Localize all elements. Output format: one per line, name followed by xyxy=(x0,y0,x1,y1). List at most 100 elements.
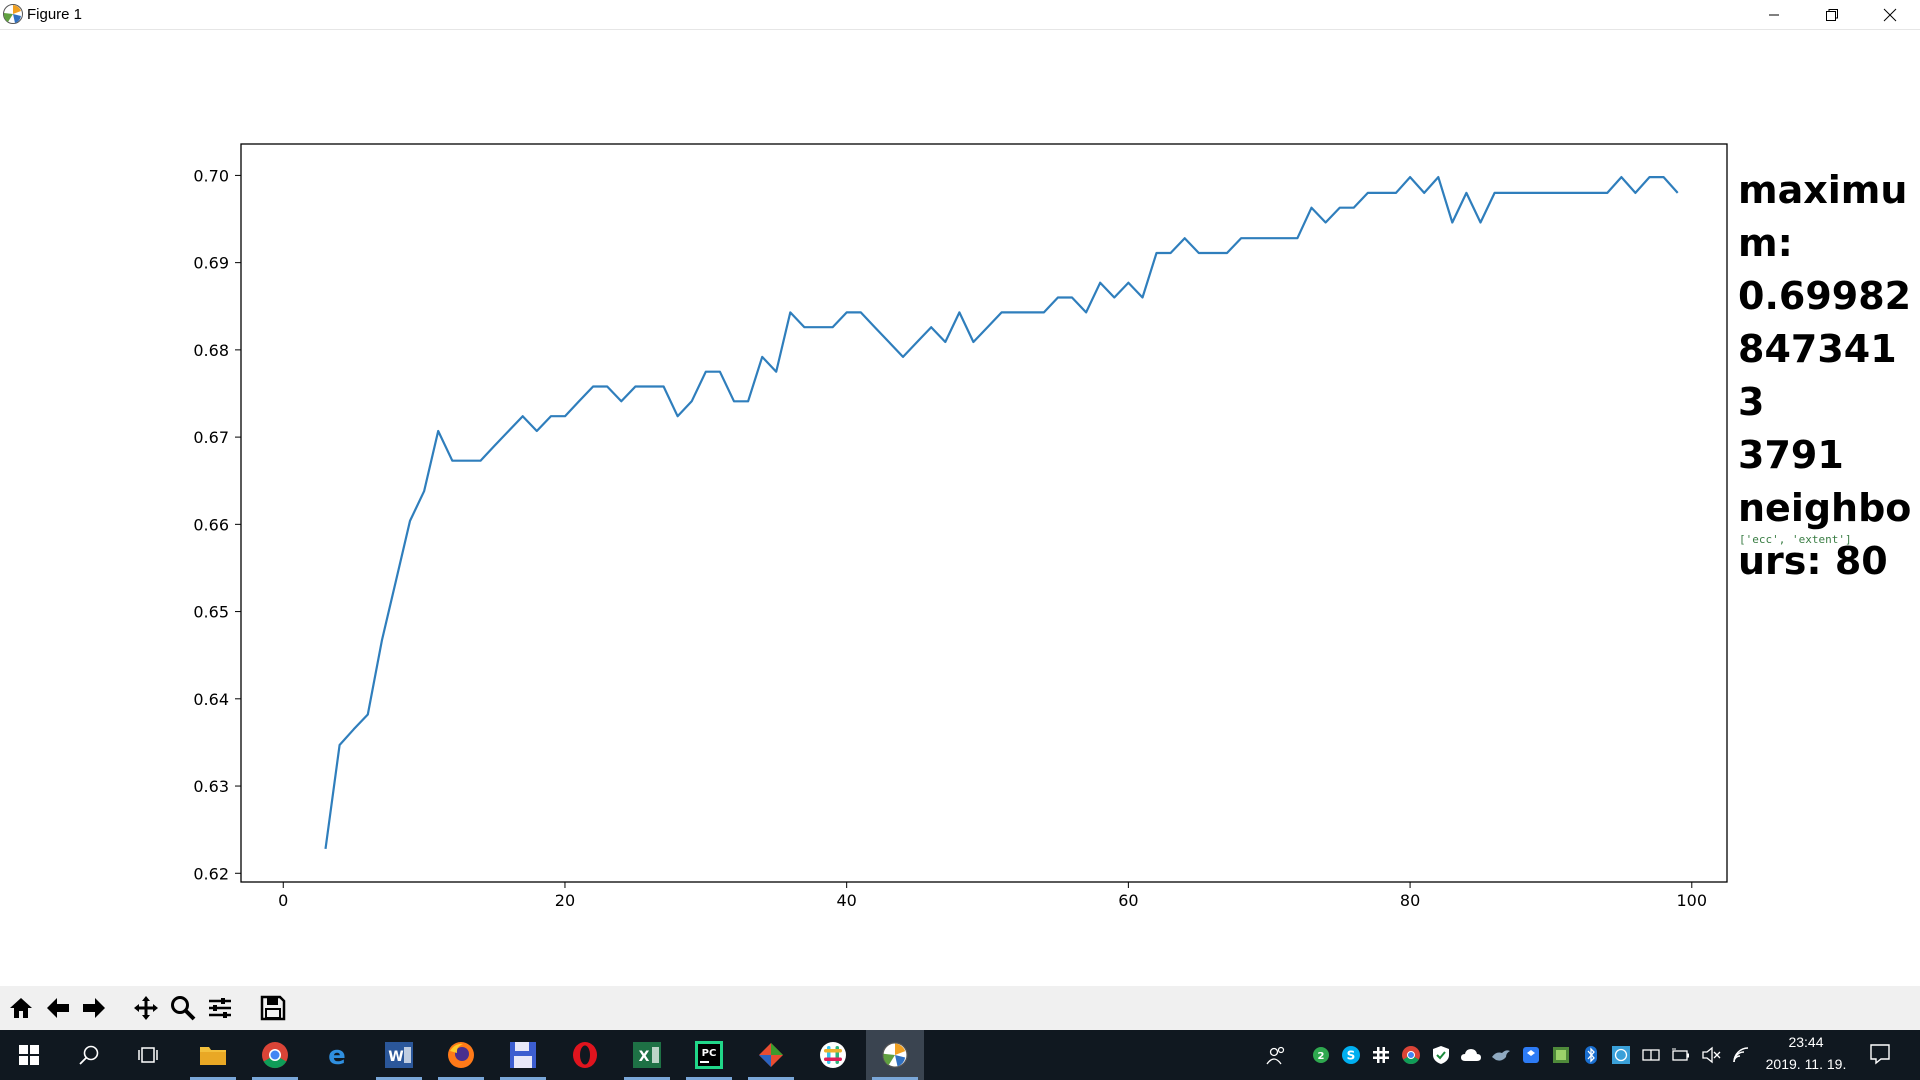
annotation-line: urs: 80 xyxy=(1738,539,1888,583)
tray-volume[interactable] xyxy=(1699,1043,1723,1067)
word-icon: W xyxy=(385,1042,413,1068)
search-icon xyxy=(79,1045,99,1065)
restore-button[interactable] xyxy=(1803,0,1861,29)
notification-icon xyxy=(1870,1044,1890,1065)
forward-icon xyxy=(83,998,105,1018)
tray-chrome[interactable] xyxy=(1399,1043,1423,1067)
taskbar-app-edge[interactable]: e xyxy=(308,1030,366,1080)
taskbar-app-pycharm[interactable]: PC xyxy=(680,1030,738,1080)
save-figure-button[interactable] xyxy=(256,991,290,1025)
task-view-button[interactable] xyxy=(120,1030,178,1080)
tray-bluetooth[interactable] xyxy=(1579,1043,1603,1067)
tray-badge[interactable]: 2 xyxy=(1309,1043,1333,1067)
git-icon xyxy=(759,1043,783,1067)
taskbar-app-excel[interactable]: X xyxy=(618,1030,676,1080)
annotation-line: 0.69982 xyxy=(1738,274,1912,318)
annotation-line: m: xyxy=(1738,221,1793,265)
tray-skype[interactable]: S xyxy=(1339,1043,1363,1067)
configure-subplots-button[interactable] xyxy=(203,991,237,1025)
y-tick-label: 0.67 xyxy=(193,428,229,447)
close-button[interactable] xyxy=(1861,0,1919,29)
chrome-tray-icon xyxy=(1402,1046,1420,1065)
clock-time: 23:44 xyxy=(1788,1034,1824,1050)
tray-onedrive[interactable] xyxy=(1459,1043,1483,1067)
y-tick-label: 0.65 xyxy=(193,603,229,622)
skype-icon: S xyxy=(1342,1046,1360,1064)
home-button[interactable] xyxy=(4,991,38,1025)
bluetooth-icon xyxy=(1585,1046,1597,1064)
close-icon xyxy=(1883,8,1897,21)
y-tick-label: 0.66 xyxy=(193,515,229,534)
forward-button[interactable] xyxy=(77,991,111,1025)
tray-wifi[interactable] xyxy=(1729,1043,1753,1067)
slack-tray-icon xyxy=(1373,1047,1389,1063)
chrome-icon xyxy=(262,1042,288,1069)
tray-battery[interactable] xyxy=(1669,1043,1693,1067)
back-button[interactable] xyxy=(41,991,75,1025)
tray-slack[interactable] xyxy=(1369,1043,1393,1067)
notification-badge-icon: 2 xyxy=(1313,1047,1329,1063)
svg-text:PC: PC xyxy=(702,1048,717,1059)
back-icon xyxy=(47,998,69,1018)
tray-monitor[interactable] xyxy=(1549,1043,1573,1067)
start-button[interactable] xyxy=(0,1030,58,1080)
minimize-button[interactable] xyxy=(1745,0,1803,29)
action-center-button[interactable] xyxy=(1868,1042,1892,1066)
battery-icon xyxy=(1672,1048,1689,1061)
taskbar-app-opera[interactable] xyxy=(556,1030,614,1080)
volume-muted-icon xyxy=(1702,1046,1721,1064)
window-title: Figure 1 xyxy=(27,6,83,23)
search-button[interactable] xyxy=(60,1030,118,1080)
figure-canvas[interactable]: 0 20 40 60 80 100 0.62 0.63 0.64 0.65 0.66 0.67 0.6… xyxy=(0,30,1920,986)
svg-text:S: S xyxy=(1347,1049,1356,1063)
people-button[interactable] xyxy=(1264,1043,1288,1067)
annotation-line: maximu xyxy=(1738,168,1908,212)
dropbox-icon xyxy=(1523,1047,1539,1063)
taskbar-app-git[interactable] xyxy=(742,1030,800,1080)
tray-security[interactable] xyxy=(1429,1043,1453,1067)
annotation-line: neighbo xyxy=(1738,486,1912,530)
taskbar-app-save[interactable] xyxy=(494,1030,552,1080)
pycharm-icon: PC xyxy=(695,1041,723,1069)
window-titlebar: Figure 1 xyxy=(0,0,1920,30)
bird-icon xyxy=(1492,1050,1510,1061)
max-annotation: maximu m: 0.69982 8473413 3791 neighbo urs: 80 xyxy=(1738,164,1918,588)
globe-icon xyxy=(1612,1046,1630,1064)
home-icon xyxy=(10,998,32,1018)
y-tick-label: 0.68 xyxy=(193,341,229,360)
zoom-icon xyxy=(171,996,196,1021)
tray-network-app[interactable] xyxy=(1609,1043,1633,1067)
x-tick-label: 0 xyxy=(278,891,288,910)
svg-text:e: e xyxy=(328,1041,346,1069)
taskbar-app-slack[interactable] xyxy=(804,1030,862,1080)
folder-icon xyxy=(200,1047,226,1065)
feature-list-annotation: ['ecc', 'extent'] xyxy=(1739,533,1852,546)
taskbar-app-firefox[interactable] xyxy=(432,1030,490,1080)
plot-frame xyxy=(240,143,1728,883)
floppy-disk-icon xyxy=(510,1042,536,1068)
clock-date: 2019. 11. 19. xyxy=(1765,1056,1847,1072)
x-tick-label: 100 xyxy=(1677,891,1708,910)
tray-app-misc[interactable] xyxy=(1489,1043,1513,1067)
save-icon xyxy=(260,995,286,1021)
taskbar-app-chrome[interactable] xyxy=(246,1030,304,1080)
pan-button[interactable] xyxy=(129,991,163,1025)
restore-icon xyxy=(1826,8,1838,21)
y-tick-label: 0.63 xyxy=(193,777,229,796)
taskbar-app-figure[interactable] xyxy=(866,1030,924,1080)
matplotlib-app-icon xyxy=(3,4,23,24)
annotation-line: 8473413 xyxy=(1738,327,1897,424)
taskbar-app-word[interactable]: W xyxy=(370,1030,428,1080)
tray-dropbox[interactable] xyxy=(1519,1043,1543,1067)
series-line xyxy=(324,176,1679,850)
keyboard-layout-icon xyxy=(1642,1049,1660,1061)
shield-icon xyxy=(1433,1046,1449,1064)
x-tick-label: 40 xyxy=(836,891,856,910)
taskbar-clock[interactable]: 23:44 2019. 11. 19. xyxy=(1746,1031,1866,1075)
x-tick-label: 20 xyxy=(555,891,575,910)
minimize-icon xyxy=(1769,14,1779,15)
taskbar-app-file-explorer[interactable] xyxy=(184,1030,242,1080)
tray-language[interactable] xyxy=(1639,1043,1663,1067)
x-tick-label: 80 xyxy=(1400,891,1420,910)
zoom-button[interactable] xyxy=(166,991,200,1025)
